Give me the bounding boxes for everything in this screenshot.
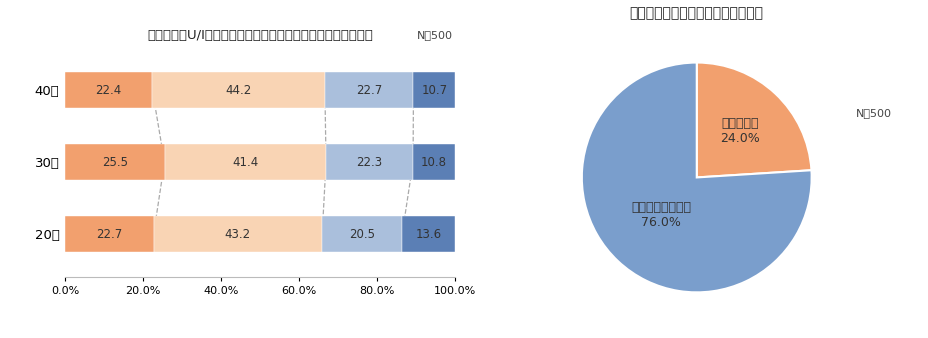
Text: 22.7: 22.7 xyxy=(355,84,382,97)
Text: 22.3: 22.3 xyxy=(356,156,382,169)
Title: 地方就職時に、国・自治体・民間企業などからの
補助金・助成金を受け取りましたか: 地方就職時に、国・自治体・民間企業などからの 補助金・助成金を受け取りましたか xyxy=(604,0,788,20)
Text: N＝500: N＝500 xyxy=(417,30,453,41)
Bar xyxy=(325,72,413,108)
Text: 22.7: 22.7 xyxy=(97,227,122,241)
Bar xyxy=(65,216,153,252)
Wedge shape xyxy=(696,63,810,177)
Text: 受け取った
24.0%: 受け取った 24.0% xyxy=(719,117,759,145)
Wedge shape xyxy=(581,63,811,292)
Bar xyxy=(153,216,322,252)
Text: 20.5: 20.5 xyxy=(349,227,375,241)
Bar xyxy=(65,72,152,108)
Title: 【年代別】U/Iターン就職は早めにした方が良いと思いますか: 【年代別】U/Iターン就職は早めにした方が良いと思いますか xyxy=(147,29,373,42)
Text: 受け取っていない
76.0%: 受け取っていない 76.0% xyxy=(631,201,690,229)
Bar xyxy=(164,144,326,180)
Bar xyxy=(413,144,455,180)
Legend: そう思う, どちらかというとそう思う, どちらかというとそう思わない, そう思わない: そう思う, どちらかというとそう思う, どちらかというとそう思わない, そう思わ… xyxy=(105,336,415,338)
Text: 25.5: 25.5 xyxy=(102,156,128,169)
Bar xyxy=(402,216,455,252)
Bar xyxy=(326,144,413,180)
Text: 22.4: 22.4 xyxy=(96,84,122,97)
Text: 10.7: 10.7 xyxy=(420,84,447,97)
Text: N＝500: N＝500 xyxy=(855,108,891,118)
Bar xyxy=(152,72,325,108)
Bar xyxy=(413,72,455,108)
Text: 43.2: 43.2 xyxy=(225,227,251,241)
Text: 41.4: 41.4 xyxy=(232,156,258,169)
Bar xyxy=(65,144,164,180)
Text: 44.2: 44.2 xyxy=(226,84,251,97)
Bar xyxy=(322,216,402,252)
Text: 10.8: 10.8 xyxy=(420,156,446,169)
Text: 13.6: 13.6 xyxy=(415,227,442,241)
